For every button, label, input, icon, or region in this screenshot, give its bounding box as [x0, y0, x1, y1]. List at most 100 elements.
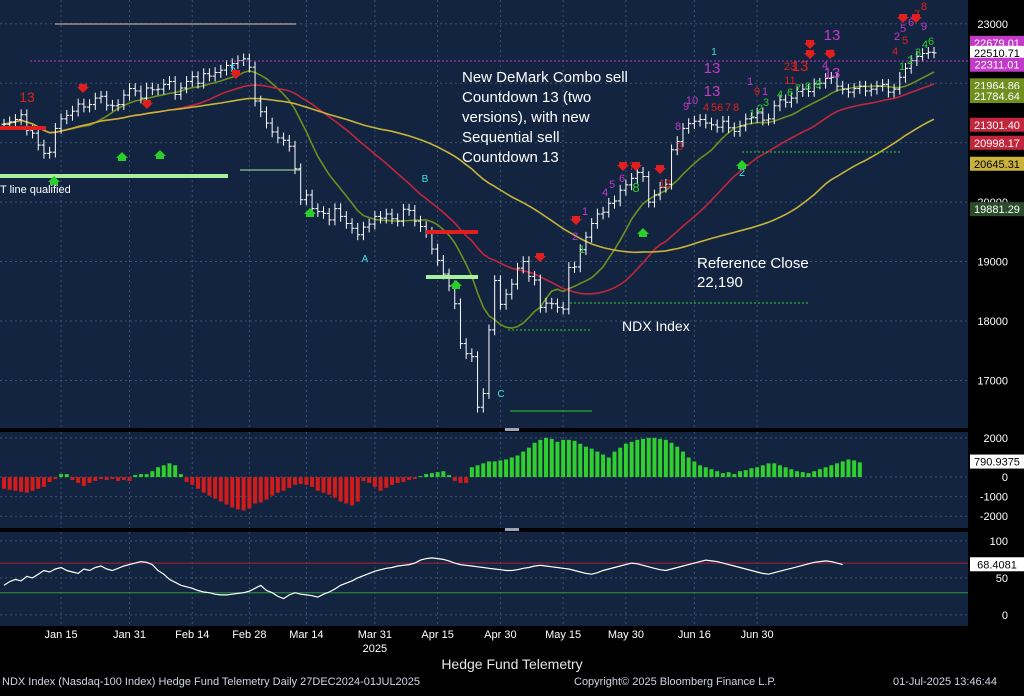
histogram-bar — [635, 439, 640, 478]
histogram-bar — [378, 477, 383, 491]
footer-bar: NDX Index (Nasdaq-100 Index) Hedge Fund … — [0, 673, 1024, 691]
histogram-value-text: 790.9375 — [974, 457, 1020, 469]
demark-count-label: 13 — [824, 65, 841, 82]
oscillator-line — [3, 557, 843, 600]
buy-arrow-icon — [154, 150, 166, 159]
splitter-handle — [505, 528, 519, 531]
demark-count-label: 1 — [582, 206, 588, 218]
sell-arrow-icon — [617, 162, 629, 171]
histogram-bar — [817, 469, 822, 478]
histogram-bar — [749, 468, 754, 478]
sell-arrow-icon — [534, 253, 546, 262]
histogram-bar — [264, 477, 269, 500]
histogram-tick-label: -1000 — [980, 492, 1008, 504]
price-label-box — [970, 202, 1024, 217]
histogram-bar — [64, 474, 69, 478]
histogram-bar — [526, 447, 531, 478]
price-panel-background — [0, 0, 968, 428]
histogram-bar — [709, 469, 714, 478]
histogram-bar — [412, 477, 417, 480]
demark-note-text: Countdown 13 (two — [462, 89, 591, 106]
histogram-bar — [498, 460, 503, 478]
histogram-tick-label: -2000 — [980, 511, 1008, 523]
histogram-bar — [601, 454, 606, 478]
price-tick-label: 17000 — [977, 375, 1008, 387]
x-tick-label: Apr 30 — [484, 629, 516, 641]
price-label-box — [970, 78, 1024, 93]
histogram-bar — [589, 448, 594, 478]
histogram-bar — [783, 467, 788, 478]
price-label-text: 20645.31 — [974, 159, 1020, 171]
histogram-bar — [623, 443, 628, 478]
histogram-bar — [835, 463, 840, 478]
histogram-bar — [441, 471, 446, 478]
price-label-text: 19881.29 — [974, 204, 1020, 216]
histogram-bar — [156, 467, 161, 478]
demark-count-label: 9 — [921, 21, 927, 33]
histogram-bar — [127, 477, 132, 481]
histogram-bar — [777, 465, 782, 478]
sell-arrow-icon — [804, 40, 816, 49]
demark-count-label: 13 — [704, 60, 721, 77]
histogram-bar — [452, 477, 457, 481]
price-label-text: 21301.40 — [974, 120, 1020, 132]
demark-count-label: A — [362, 254, 369, 265]
x-tick-label: May 15 — [545, 629, 581, 641]
histogram-bar — [144, 474, 149, 478]
histogram-bar — [315, 477, 320, 491]
histogram-bar — [81, 477, 86, 486]
demark-count-label: 6 — [717, 102, 723, 114]
histogram-bar — [515, 455, 520, 478]
price-label-box — [970, 135, 1024, 150]
histogram-bar — [606, 457, 611, 478]
demark-count-label: 6 — [908, 17, 914, 29]
histogram-bar — [846, 459, 851, 478]
histogram-bar — [161, 465, 166, 478]
reference-close-text: Reference Close — [697, 255, 809, 272]
x-tick-label: Mar 31 — [358, 629, 392, 641]
demark-count-label: 10 — [686, 95, 698, 107]
histogram-bar — [389, 477, 394, 485]
histogram-bar — [738, 471, 743, 478]
demark-count-label: 23 — [784, 61, 796, 73]
histogram-bar — [823, 467, 828, 478]
x-tick-label: Jun 16 — [678, 629, 711, 641]
histogram-bar — [201, 477, 206, 493]
histogram-bar — [612, 451, 617, 478]
demark-count-label: 2 — [739, 167, 745, 179]
histogram-bar — [98, 477, 103, 480]
histogram-bar — [104, 477, 109, 480]
histogram-bar — [298, 477, 303, 484]
oscillator-tick-label: 100 — [990, 536, 1008, 548]
histogram-bar — [663, 439, 668, 478]
histogram-bar — [121, 477, 126, 480]
histogram-bar — [504, 459, 509, 478]
histogram-bar — [806, 473, 811, 478]
tdst-qualified-label: T line qualified — [0, 184, 71, 196]
histogram-bar — [195, 477, 200, 489]
histogram-bar — [41, 477, 46, 487]
demark-count-label: 8 — [675, 121, 681, 133]
demark-note-text: Countdown 13 — [462, 149, 559, 166]
histogram-bar — [521, 451, 526, 478]
histogram-bar — [829, 465, 834, 478]
demark-count-label: 13 — [792, 58, 809, 75]
histogram-bar — [418, 476, 423, 478]
histogram-bar — [486, 461, 491, 478]
histogram-bar — [7, 477, 12, 490]
histogram-bar — [30, 477, 35, 491]
histogram-bar — [292, 477, 297, 485]
demark-count-label: 2 — [894, 31, 900, 43]
price-label-text: 22510.71 — [974, 48, 1020, 60]
histogram-bar — [230, 477, 235, 508]
demark-count-label: 5 — [230, 64, 236, 75]
demark-count-label: 1 — [659, 178, 665, 190]
histogram-bar — [532, 442, 537, 478]
demark-count-label: 9 — [815, 79, 821, 91]
histogram-bar — [812, 471, 817, 478]
oscillator-panel-background — [0, 532, 968, 626]
histogram-bar — [150, 471, 155, 478]
tdst-red-marker — [426, 230, 478, 234]
tdst-red-marker — [0, 126, 46, 130]
price-tick-label: 18000 — [977, 316, 1008, 328]
